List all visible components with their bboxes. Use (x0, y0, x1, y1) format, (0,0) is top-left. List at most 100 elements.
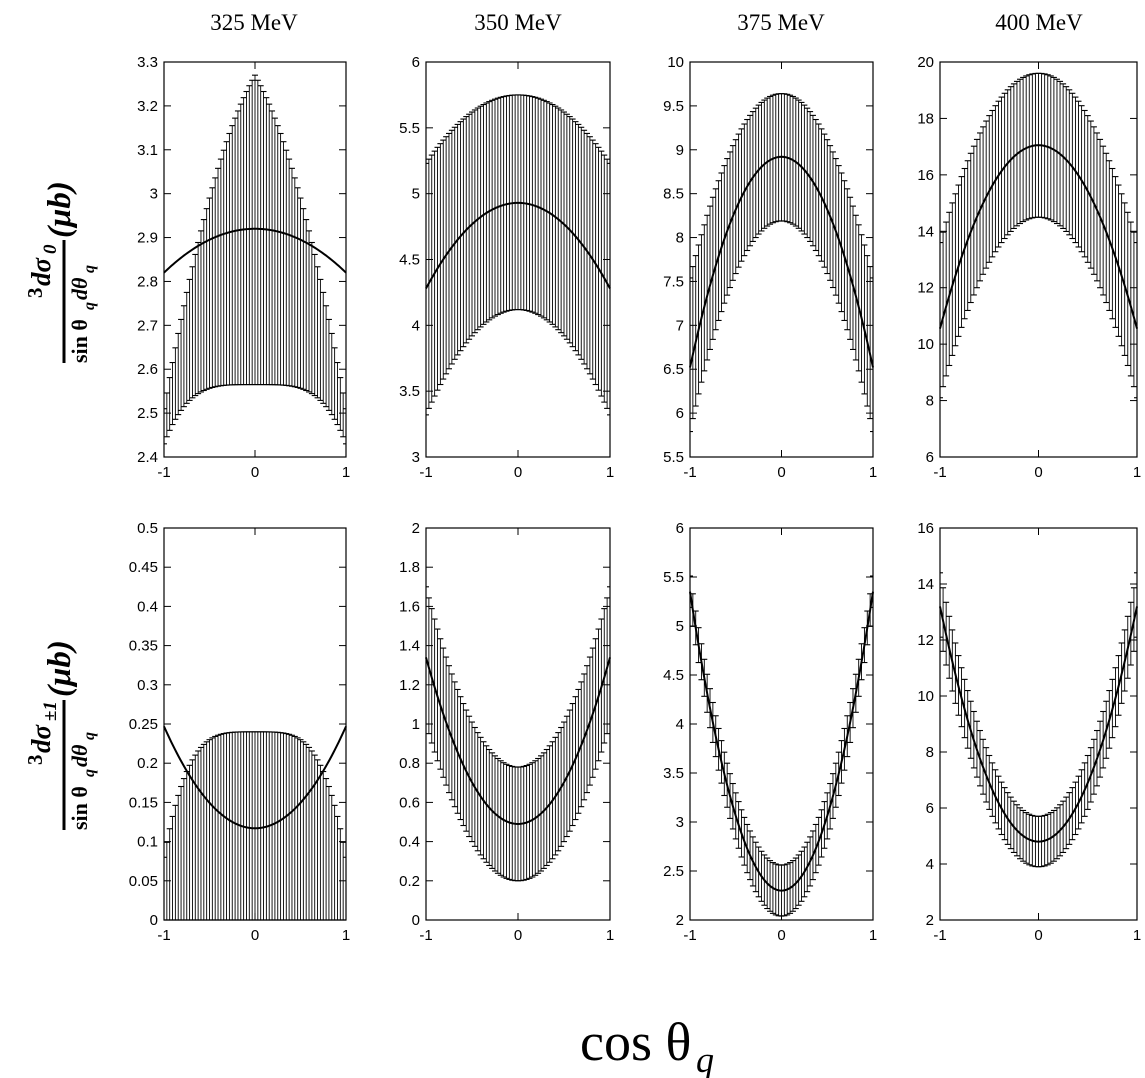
y-tick-label: 0.5 (137, 520, 158, 537)
x-tick-label: -1 (933, 464, 946, 481)
x-tick-label: 0 (514, 464, 522, 481)
y-tick-label: 2 (412, 520, 420, 537)
panel-7: 2 4 6 8 10 12 14 16 -1 0 1 (917, 520, 1141, 944)
y-tick-label: 6 (412, 54, 420, 71)
central-curve (425, 657, 611, 825)
x-tick-label: -1 (933, 927, 946, 944)
panel-0: 2.4 2.5 2.6 2.7 2.8 2.9 3 3.1 3.2 3.3 -1 0 1 (137, 54, 350, 481)
x-tick-label: -1 (419, 464, 432, 481)
column-title-400: 400 MeV (995, 10, 1083, 35)
y-tick-label: 10 (917, 336, 934, 353)
panel-3: 6 8 10 12 14 16 18 20 -1 0 1 (917, 54, 1141, 481)
x-tick-label: 0 (251, 927, 259, 944)
y-tick-label: 2.4 (137, 449, 158, 466)
y-tick-label: 1.6 (399, 598, 420, 615)
y-tick-label: 0.2 (137, 755, 158, 772)
y-tick-label: 2.5 (137, 405, 158, 422)
central-curve (939, 144, 1138, 329)
y-tick-label: 2.9 (137, 230, 158, 247)
y-tick-label: 6.5 (663, 361, 684, 378)
y-tick-label: 14 (917, 223, 934, 240)
x-tick-label: 1 (342, 464, 350, 481)
x-tick-label: 0 (777, 464, 785, 481)
central-curve (689, 591, 874, 892)
central-curve (939, 606, 1138, 843)
y-tick-label: 8 (676, 230, 684, 247)
x-tick-label: -1 (419, 927, 432, 944)
y-tick-label: 0.4 (399, 834, 420, 851)
x-tick-label: -1 (683, 464, 696, 481)
central-curve (163, 227, 347, 274)
ylabel-top-denominator: sin θ (67, 319, 92, 363)
y-tick-label: 6 (926, 800, 934, 817)
ylabel-bottom-prefix: 3 (23, 755, 47, 766)
ylabel-bottom-unit: (μb) (42, 640, 78, 697)
y-tick-label: 0.45 (129, 559, 158, 576)
x-tick-label: 1 (606, 464, 614, 481)
y-tick-label: 16 (917, 167, 934, 184)
y-tick-label: 0.4 (137, 598, 158, 615)
y-tick-label: 2.8 (137, 273, 158, 290)
y-tick-label: 7 (676, 317, 684, 334)
ylabel-bottom-denominator-mid: dθ (67, 744, 92, 767)
x-tick-label: -1 (683, 927, 696, 944)
y-tick-label: 4 (926, 856, 934, 873)
ylabel-top-denominator-sub2: q (81, 265, 98, 273)
y-axis-label-top: 3 dσ 0 sin θ q dθ q (μb) (23, 181, 98, 363)
y-tick-label: 8 (926, 393, 934, 410)
x-tick-label: 0 (514, 927, 522, 944)
column-title-325: 325 MeV (210, 10, 298, 35)
x-tick-label: -1 (157, 464, 170, 481)
y-tick-label: 5.5 (663, 449, 684, 466)
y-tick-label: 9.5 (663, 98, 684, 115)
x-tick-label: 1 (869, 464, 877, 481)
error-bars (425, 586, 611, 882)
y-tick-label: 3 (150, 186, 158, 203)
x-tick-label: 0 (1034, 927, 1042, 944)
y-tick-label: 3.1 (137, 142, 158, 159)
y-tick-label: 2.7 (137, 317, 158, 334)
y-tick-label: 7.5 (663, 273, 684, 290)
y-tick-label: 2 (926, 912, 934, 929)
y-tick-label: 0.6 (399, 794, 420, 811)
y-tick-label: 3 (676, 814, 684, 831)
central-curve (425, 201, 611, 289)
error-bars (163, 74, 347, 445)
y-tick-label: 0.1 (137, 834, 158, 851)
y-tick-label: 5 (676, 618, 684, 635)
y-tick-label: 6 (676, 520, 684, 537)
x-axis-label: cos θ q (580, 1012, 714, 1078)
y-tick-label: 9 (676, 142, 684, 159)
column-title-350: 350 MeV (474, 10, 562, 35)
y-tick-label: 10 (667, 54, 684, 71)
error-bars (163, 731, 347, 921)
x-tick-label: 0 (777, 927, 785, 944)
y-tick-label: 8 (926, 744, 934, 761)
ylabel-top-unit: (μb) (42, 181, 78, 238)
y-tick-label: 1.4 (399, 638, 420, 655)
y-tick-label: 0.05 (129, 873, 158, 890)
ylabel-top-numerator: dσ (26, 257, 56, 287)
y-tick-label: 3.3 (137, 54, 158, 71)
y-tick-label: 4 (676, 716, 684, 733)
y-tick-label: 5 (412, 186, 420, 203)
y-tick-label: 18 (917, 110, 934, 127)
y-tick-label: 5.5 (663, 569, 684, 586)
ylabel-bottom-denominator: sin θ (67, 786, 92, 830)
y-tick-label: 10 (917, 688, 934, 705)
error-bars (425, 94, 611, 416)
y-tick-label: 6 (926, 449, 934, 466)
panel-5: 00.20.40.60.811.21.41.61.82-1 0 1 (399, 520, 614, 944)
plot-frame (689, 527, 874, 921)
y-tick-label: 4 (412, 317, 420, 334)
ylabel-top-numerator-sub: 0 (40, 244, 61, 254)
x-tick-label: 0 (1034, 464, 1042, 481)
x-tick-label: 1 (342, 927, 350, 944)
x-tick-label: 1 (1133, 927, 1141, 944)
y-tick-label: 5.5 (399, 120, 420, 137)
y-tick-label: 0.8 (399, 755, 420, 772)
ylabel-bottom-denominator-sub2: q (81, 732, 98, 740)
y-tick-label: 3.5 (399, 383, 420, 400)
y-tick-label: 1.8 (399, 559, 420, 576)
